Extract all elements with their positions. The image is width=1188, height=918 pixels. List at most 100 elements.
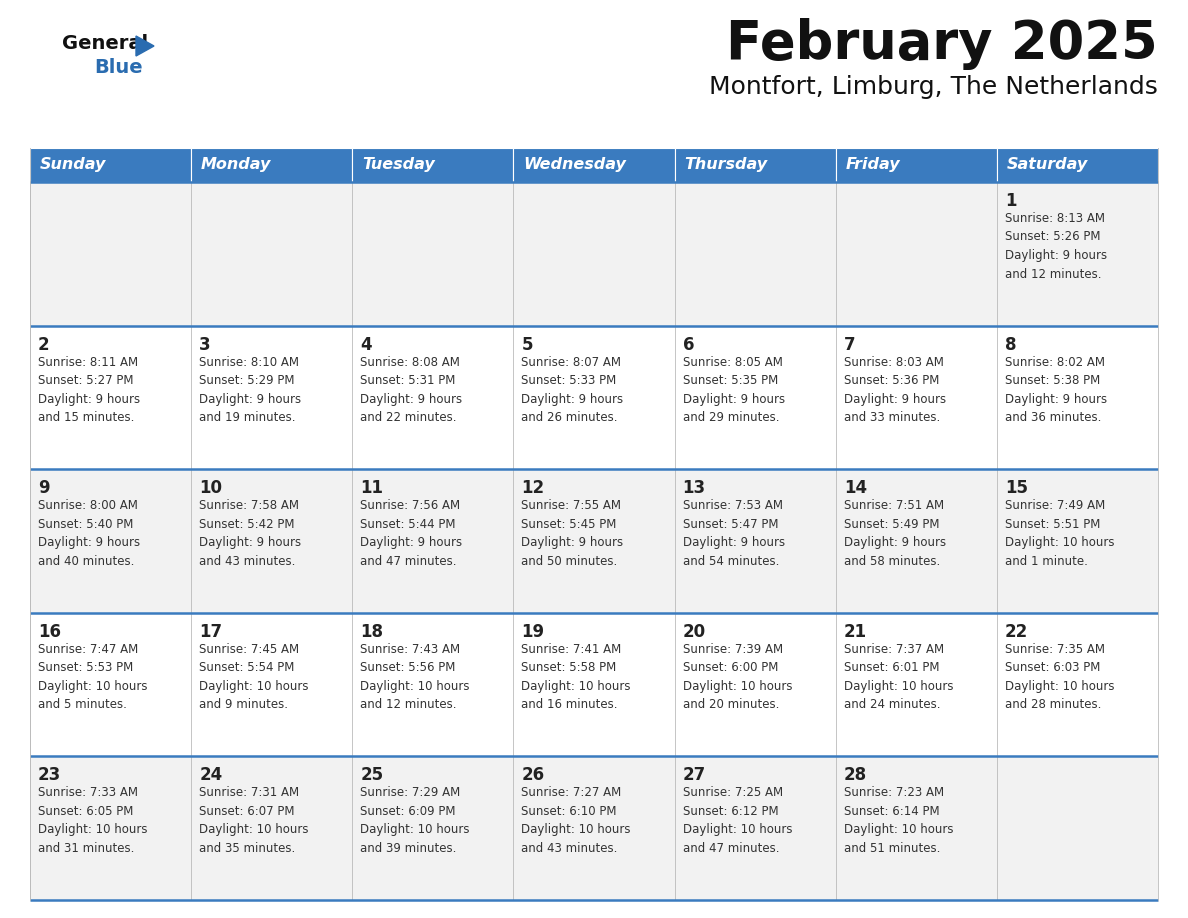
Bar <box>353 756 513 900</box>
Bar <box>191 756 353 900</box>
Text: Blue: Blue <box>94 58 143 77</box>
Text: 4: 4 <box>360 336 372 353</box>
Text: Sunrise: 7:53 AM
Sunset: 5:47 PM
Daylight: 9 hours
and 54 minutes.: Sunrise: 7:53 AM Sunset: 5:47 PM Dayligh… <box>683 499 785 567</box>
Bar <box>675 613 835 756</box>
Text: 18: 18 <box>360 622 384 641</box>
Bar <box>191 148 353 182</box>
Bar <box>191 182 353 326</box>
Bar <box>353 148 513 182</box>
Text: Sunrise: 7:55 AM
Sunset: 5:45 PM
Daylight: 9 hours
and 50 minutes.: Sunrise: 7:55 AM Sunset: 5:45 PM Dayligh… <box>522 499 624 567</box>
Text: Sunrise: 7:35 AM
Sunset: 6:03 PM
Daylight: 10 hours
and 28 minutes.: Sunrise: 7:35 AM Sunset: 6:03 PM Dayligh… <box>1005 643 1114 711</box>
Bar <box>675 756 835 900</box>
Text: 2: 2 <box>38 336 50 353</box>
Text: Sunrise: 8:02 AM
Sunset: 5:38 PM
Daylight: 9 hours
and 36 minutes.: Sunrise: 8:02 AM Sunset: 5:38 PM Dayligh… <box>1005 355 1107 424</box>
Text: Sunrise: 7:49 AM
Sunset: 5:51 PM
Daylight: 10 hours
and 1 minute.: Sunrise: 7:49 AM Sunset: 5:51 PM Dayligh… <box>1005 499 1114 567</box>
Text: 7: 7 <box>843 336 855 353</box>
Bar <box>675 182 835 326</box>
Polygon shape <box>135 36 154 56</box>
Text: 17: 17 <box>200 622 222 641</box>
Text: Sunrise: 7:43 AM
Sunset: 5:56 PM
Daylight: 10 hours
and 12 minutes.: Sunrise: 7:43 AM Sunset: 5:56 PM Dayligh… <box>360 643 469 711</box>
Bar <box>675 326 835 469</box>
Bar <box>675 148 835 182</box>
Bar <box>997 326 1158 469</box>
Bar <box>997 148 1158 182</box>
Bar <box>835 148 997 182</box>
Text: General: General <box>62 34 148 53</box>
Bar <box>513 469 675 613</box>
Text: Friday: Friday <box>846 158 901 173</box>
Text: 5: 5 <box>522 336 533 353</box>
Bar <box>30 326 191 469</box>
Bar <box>30 469 191 613</box>
Text: 16: 16 <box>38 622 61 641</box>
Text: Montfort, Limburg, The Netherlands: Montfort, Limburg, The Netherlands <box>709 75 1158 99</box>
Bar <box>353 326 513 469</box>
Text: 22: 22 <box>1005 622 1028 641</box>
Text: Sunrise: 7:47 AM
Sunset: 5:53 PM
Daylight: 10 hours
and 5 minutes.: Sunrise: 7:47 AM Sunset: 5:53 PM Dayligh… <box>38 643 147 711</box>
Text: Sunrise: 7:45 AM
Sunset: 5:54 PM
Daylight: 10 hours
and 9 minutes.: Sunrise: 7:45 AM Sunset: 5:54 PM Dayligh… <box>200 643 309 711</box>
Bar <box>30 182 191 326</box>
Bar <box>513 613 675 756</box>
Text: 20: 20 <box>683 622 706 641</box>
Text: Sunrise: 8:03 AM
Sunset: 5:36 PM
Daylight: 9 hours
and 33 minutes.: Sunrise: 8:03 AM Sunset: 5:36 PM Dayligh… <box>843 355 946 424</box>
Text: Sunrise: 7:56 AM
Sunset: 5:44 PM
Daylight: 9 hours
and 47 minutes.: Sunrise: 7:56 AM Sunset: 5:44 PM Dayligh… <box>360 499 462 567</box>
Text: Tuesday: Tuesday <box>362 158 435 173</box>
Text: 14: 14 <box>843 479 867 498</box>
Bar <box>835 469 997 613</box>
Text: Sunrise: 8:08 AM
Sunset: 5:31 PM
Daylight: 9 hours
and 22 minutes.: Sunrise: 8:08 AM Sunset: 5:31 PM Dayligh… <box>360 355 462 424</box>
Text: 8: 8 <box>1005 336 1017 353</box>
Text: February 2025: February 2025 <box>726 18 1158 70</box>
Bar <box>30 613 191 756</box>
Text: 1: 1 <box>1005 192 1017 210</box>
Bar <box>191 469 353 613</box>
Text: Sunrise: 7:58 AM
Sunset: 5:42 PM
Daylight: 9 hours
and 43 minutes.: Sunrise: 7:58 AM Sunset: 5:42 PM Dayligh… <box>200 499 302 567</box>
Bar <box>835 326 997 469</box>
Text: 28: 28 <box>843 767 867 784</box>
Text: 19: 19 <box>522 622 544 641</box>
Bar <box>997 756 1158 900</box>
Bar <box>997 182 1158 326</box>
Bar <box>513 326 675 469</box>
Text: Sunrise: 7:39 AM
Sunset: 6:00 PM
Daylight: 10 hours
and 20 minutes.: Sunrise: 7:39 AM Sunset: 6:00 PM Dayligh… <box>683 643 792 711</box>
Text: 25: 25 <box>360 767 384 784</box>
Text: Sunrise: 7:41 AM
Sunset: 5:58 PM
Daylight: 10 hours
and 16 minutes.: Sunrise: 7:41 AM Sunset: 5:58 PM Dayligh… <box>522 643 631 711</box>
Text: Sunrise: 8:07 AM
Sunset: 5:33 PM
Daylight: 9 hours
and 26 minutes.: Sunrise: 8:07 AM Sunset: 5:33 PM Dayligh… <box>522 355 624 424</box>
Bar <box>675 469 835 613</box>
Bar <box>513 756 675 900</box>
Text: 11: 11 <box>360 479 384 498</box>
Text: Sunrise: 7:23 AM
Sunset: 6:14 PM
Daylight: 10 hours
and 51 minutes.: Sunrise: 7:23 AM Sunset: 6:14 PM Dayligh… <box>843 787 953 855</box>
Text: 26: 26 <box>522 767 544 784</box>
Text: Sunrise: 8:05 AM
Sunset: 5:35 PM
Daylight: 9 hours
and 29 minutes.: Sunrise: 8:05 AM Sunset: 5:35 PM Dayligh… <box>683 355 785 424</box>
Text: 12: 12 <box>522 479 544 498</box>
Bar <box>835 613 997 756</box>
Bar <box>835 182 997 326</box>
Text: 10: 10 <box>200 479 222 498</box>
Bar <box>191 326 353 469</box>
Text: 9: 9 <box>38 479 50 498</box>
Bar <box>353 182 513 326</box>
Text: Sunday: Sunday <box>40 158 107 173</box>
Text: 13: 13 <box>683 479 706 498</box>
Text: Saturday: Saturday <box>1007 158 1088 173</box>
Text: Sunrise: 8:11 AM
Sunset: 5:27 PM
Daylight: 9 hours
and 15 minutes.: Sunrise: 8:11 AM Sunset: 5:27 PM Dayligh… <box>38 355 140 424</box>
Bar <box>513 182 675 326</box>
Text: Sunrise: 7:31 AM
Sunset: 6:07 PM
Daylight: 10 hours
and 35 minutes.: Sunrise: 7:31 AM Sunset: 6:07 PM Dayligh… <box>200 787 309 855</box>
Text: Sunrise: 8:00 AM
Sunset: 5:40 PM
Daylight: 9 hours
and 40 minutes.: Sunrise: 8:00 AM Sunset: 5:40 PM Dayligh… <box>38 499 140 567</box>
Bar <box>997 613 1158 756</box>
Text: 23: 23 <box>38 767 62 784</box>
Text: 27: 27 <box>683 767 706 784</box>
Text: Sunrise: 7:27 AM
Sunset: 6:10 PM
Daylight: 10 hours
and 43 minutes.: Sunrise: 7:27 AM Sunset: 6:10 PM Dayligh… <box>522 787 631 855</box>
Text: Sunrise: 7:37 AM
Sunset: 6:01 PM
Daylight: 10 hours
and 24 minutes.: Sunrise: 7:37 AM Sunset: 6:01 PM Dayligh… <box>843 643 953 711</box>
Text: 15: 15 <box>1005 479 1028 498</box>
Bar <box>191 613 353 756</box>
Bar <box>353 469 513 613</box>
Text: Sunrise: 8:13 AM
Sunset: 5:26 PM
Daylight: 9 hours
and 12 minutes.: Sunrise: 8:13 AM Sunset: 5:26 PM Dayligh… <box>1005 212 1107 281</box>
Text: Sunrise: 7:51 AM
Sunset: 5:49 PM
Daylight: 9 hours
and 58 minutes.: Sunrise: 7:51 AM Sunset: 5:49 PM Dayligh… <box>843 499 946 567</box>
Bar <box>30 756 191 900</box>
Bar <box>353 613 513 756</box>
Text: Thursday: Thursday <box>684 158 767 173</box>
Text: 21: 21 <box>843 622 867 641</box>
Text: Sunrise: 7:25 AM
Sunset: 6:12 PM
Daylight: 10 hours
and 47 minutes.: Sunrise: 7:25 AM Sunset: 6:12 PM Dayligh… <box>683 787 792 855</box>
Text: Sunrise: 7:33 AM
Sunset: 6:05 PM
Daylight: 10 hours
and 31 minutes.: Sunrise: 7:33 AM Sunset: 6:05 PM Dayligh… <box>38 787 147 855</box>
Bar <box>513 148 675 182</box>
